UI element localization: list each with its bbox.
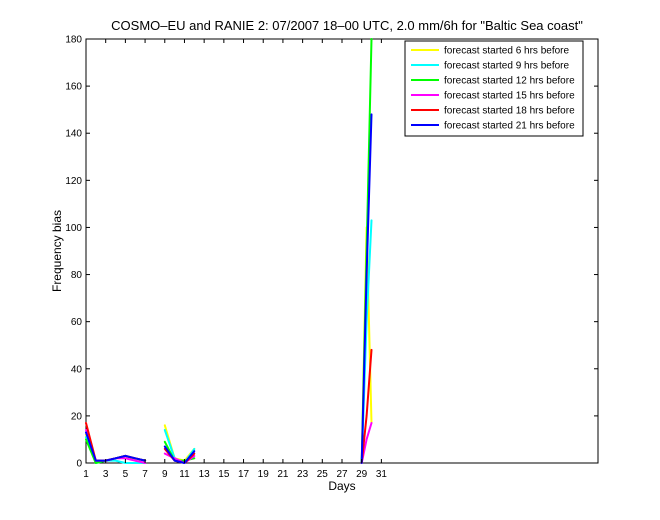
y-tick-label: 20 xyxy=(71,411,83,422)
series-layer xyxy=(85,38,373,464)
x-tick-label: 15 xyxy=(218,469,230,480)
x-tick-label: 11 xyxy=(179,469,190,480)
x-tick-label: 31 xyxy=(376,469,388,480)
legend-label-5: forecast started 18 hrs before xyxy=(444,106,575,117)
x-tick-label: 7 xyxy=(142,469,148,480)
legend-box xyxy=(404,40,584,137)
x-tick-label: 19 xyxy=(258,469,270,480)
series-line-5-seg-3 xyxy=(360,348,373,464)
x-tick-label: 5 xyxy=(123,469,129,480)
x-tick-label: 3 xyxy=(103,469,109,480)
y-tick-label: 160 xyxy=(65,82,82,93)
chart-title: COSMO–EU and RANIE 2: 07/2007 18–00 UTC,… xyxy=(111,18,583,33)
x-tick-label: 13 xyxy=(199,469,211,480)
series-line-6-seg-2 xyxy=(163,445,196,464)
legend-label-6: forecast started 21 hrs before xyxy=(444,121,575,132)
legend-label-3: forecast started 12 hrs before xyxy=(444,76,575,87)
x-axis-label: Days xyxy=(328,479,355,493)
x-tick-label: 25 xyxy=(317,469,329,480)
y-tick-label: 120 xyxy=(65,176,82,187)
y-tick-label: 0 xyxy=(76,459,82,470)
x-tick-label: 17 xyxy=(238,469,250,480)
y-axis-label: Frequency bias xyxy=(50,210,64,292)
legend-label-4: forecast started 15 hrs before xyxy=(444,91,575,102)
y-tick-label: 140 xyxy=(65,129,82,140)
x-tick-label: 9 xyxy=(162,469,168,480)
legend-label-1: forecast started 6 hrs before xyxy=(444,46,570,57)
x-tick-label: 21 xyxy=(277,469,289,480)
legend: forecast started 6 hrs before forecast st… xyxy=(404,40,584,137)
x-tick-label: 1 xyxy=(83,469,89,480)
legend-label-2: forecast started 9 hrs before xyxy=(444,61,570,72)
y-tick-label: 180 xyxy=(65,35,82,46)
series-line-6-seg-1 xyxy=(85,431,147,462)
series-line-6-seg-3 xyxy=(360,113,373,464)
y-tick-label: 80 xyxy=(71,270,83,281)
y-tick-label: 40 xyxy=(71,364,83,375)
y-tick-label: 60 xyxy=(71,317,83,328)
y-tick-label: 100 xyxy=(65,223,82,234)
x-tick-label: 23 xyxy=(297,469,309,480)
x-tick-label: 29 xyxy=(356,469,368,480)
x-tick-label: 27 xyxy=(336,469,348,480)
axes: 1 3 5 7 9 11 13 15 17 19 21 23 25 27 29 310204060801001… xyxy=(65,35,598,480)
